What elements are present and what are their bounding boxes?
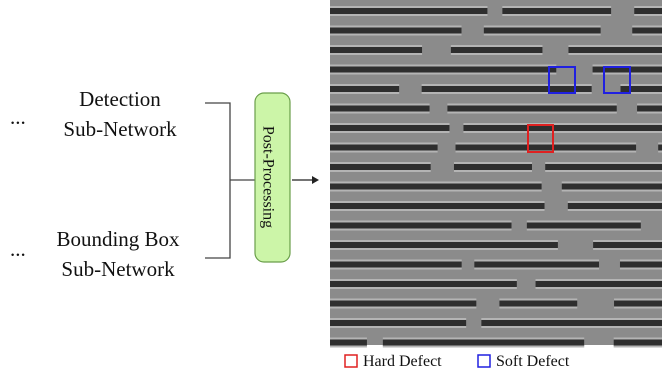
sem-line [330,223,512,229]
legend-label: Hard Defect [363,353,442,370]
sem-line [330,281,517,287]
sem-line [620,86,662,92]
sem-line [330,203,545,209]
detection-label: Detection [79,87,161,111]
sem-line [637,106,662,112]
sem-line [330,242,558,248]
sem-line [454,164,532,170]
sem-line [447,106,616,112]
sem-line [422,86,592,92]
sem-line [330,8,487,14]
sem-line [545,164,662,170]
sem-line [330,320,466,326]
sem-line [456,145,637,151]
sem-line [502,8,611,14]
sem-line [568,203,662,209]
sem-line [330,28,462,34]
sem-line [330,164,431,170]
sem-line [474,262,599,268]
sem-line [330,67,556,73]
sem-line [632,28,662,34]
sem-image [330,0,662,348]
sem-line [330,340,367,346]
legend-swatch [345,355,357,367]
sem-line [527,223,641,229]
sem-line [330,262,462,268]
post-label: Post-Processing [259,126,276,228]
legend-swatch [478,355,490,367]
bbox-label: Sub-Network [61,257,175,281]
legend-label: Soft Defect [496,353,570,370]
arrow-head [312,176,319,184]
sem-line [634,8,662,14]
sem-line [568,47,662,53]
sem-line [593,242,662,248]
sem-line [562,184,662,190]
sem-line [330,86,399,92]
ellipsis: ... [10,237,26,261]
bracket [205,103,255,258]
sem-line [330,47,422,53]
sem-line [658,145,662,151]
sem-line [484,28,601,34]
sem-line [499,301,577,307]
sem-line [330,106,430,112]
bbox-label: Bounding Box [56,227,180,251]
sem-line [330,184,542,190]
sem-line [614,301,662,307]
sem-line [383,340,584,346]
sem-line [330,301,476,307]
sem-line [614,340,662,346]
sem-line [620,262,662,268]
sem-line [463,125,662,131]
diagram: ... Detection Sub-Network ... Bounding B… [0,0,662,376]
sem-line [536,281,662,287]
sem-line [330,125,449,131]
sem-line [330,145,438,151]
ellipsis: ... [10,105,26,129]
sem-line [451,47,543,53]
detection-label: Sub-Network [63,117,177,141]
sem-line [481,320,662,326]
